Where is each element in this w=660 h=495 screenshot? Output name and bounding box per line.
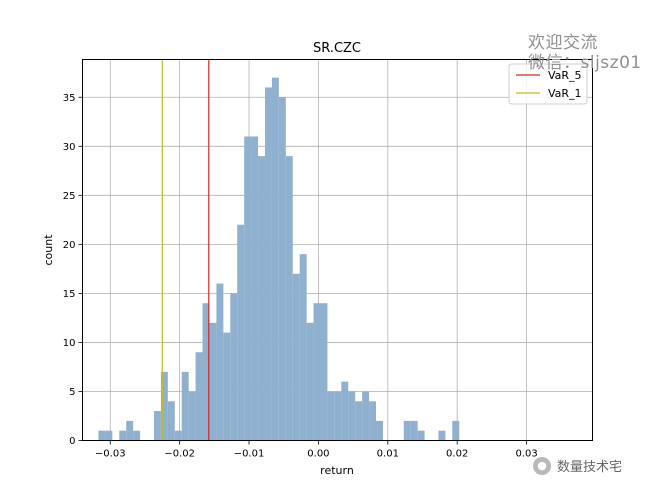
histogram-bar xyxy=(306,322,314,441)
histogram-bar xyxy=(334,391,342,441)
histogram-bar xyxy=(348,391,356,441)
histogram-bar xyxy=(355,401,363,441)
histogram-bar xyxy=(167,401,175,441)
histogram-bar xyxy=(244,136,252,441)
histogram-bar xyxy=(160,371,168,441)
histogram-bar xyxy=(376,420,383,441)
wechat-icon: ● xyxy=(533,456,551,475)
histogram-bar xyxy=(438,430,446,441)
histogram-bar xyxy=(119,430,127,441)
var-lines xyxy=(161,59,210,441)
histogram-bar xyxy=(202,303,210,441)
histogram-bar xyxy=(237,224,245,441)
y-axis-label: count xyxy=(42,234,55,266)
histogram-bar xyxy=(223,332,231,441)
x-tick-label: 0.01 xyxy=(377,449,399,460)
histogram-bar xyxy=(188,391,196,441)
watermark: 欢迎交流 微信：sljsz01 xyxy=(528,33,642,73)
y-axis-ticks: 0 5 10 15 20 25 30 35 xyxy=(63,93,83,447)
y-tick-label: 25 xyxy=(63,191,76,202)
histogram-bar xyxy=(299,254,307,441)
footer-brand: ● 数量技术宅 xyxy=(533,456,622,475)
histogram-bar xyxy=(410,420,418,441)
histogram-bar xyxy=(452,420,460,441)
watermark-line2: 微信：sljsz01 xyxy=(528,53,642,73)
legend-box xyxy=(508,63,588,105)
histogram-bar xyxy=(209,322,217,441)
x-tick-label: −0.02 xyxy=(164,449,195,460)
histogram-bar xyxy=(216,283,224,441)
chart-title: SR.CZC xyxy=(313,41,361,56)
legend: VaR_5 VaR_1 xyxy=(508,63,588,105)
histogram-bar xyxy=(251,136,259,441)
y-tick-label: 15 xyxy=(63,289,76,300)
histogram-bar xyxy=(264,87,272,441)
histogram-bar xyxy=(362,391,370,441)
y-tick-label: 10 xyxy=(63,338,76,349)
histogram-bar xyxy=(153,411,161,441)
x-tick-label: 0.02 xyxy=(446,449,468,460)
x-axis-label: return xyxy=(320,464,354,477)
histogram-bar xyxy=(105,430,113,441)
histogram-bar xyxy=(181,371,189,441)
histogram-bar xyxy=(230,293,238,441)
histogram-bar xyxy=(292,273,300,441)
histogram-bar xyxy=(271,77,279,441)
histogram-bar xyxy=(341,381,349,441)
histogram-bar xyxy=(313,303,321,441)
legend-label-var5: VaR_5 xyxy=(548,69,582,82)
plot-frame xyxy=(82,59,593,441)
legend-label-var1: VaR_1 xyxy=(548,87,582,100)
histogram-bar xyxy=(327,391,335,441)
histogram-bar xyxy=(369,401,377,441)
histogram-bars xyxy=(98,77,460,441)
y-tick-label: 20 xyxy=(63,240,76,251)
histogram-bar xyxy=(278,97,286,441)
histogram-bar xyxy=(417,430,425,441)
histogram-bar xyxy=(174,430,182,441)
histogram-bar xyxy=(98,430,106,441)
histogram-bar xyxy=(403,420,411,441)
x-axis-ticks: −0.03 −0.02 −0.01 0.00 0.01 0.02 0.03 xyxy=(95,440,538,460)
x-tick-label: 0.00 xyxy=(307,449,329,460)
x-tick-label: 0.03 xyxy=(515,449,537,460)
x-tick-label: −0.01 xyxy=(234,449,265,460)
y-tick-label: 0 xyxy=(69,436,75,447)
footer-text: 数量技术宅 xyxy=(557,460,623,475)
y-tick-label: 5 xyxy=(69,387,75,398)
histogram-bar xyxy=(258,156,265,441)
x-tick-label: −0.03 xyxy=(95,449,126,460)
y-tick-label: 30 xyxy=(63,142,76,153)
histogram-bar xyxy=(195,352,203,441)
histogram-bar xyxy=(320,303,328,441)
histogram-bar xyxy=(285,156,293,441)
histogram-bar xyxy=(133,430,141,441)
y-tick-label: 35 xyxy=(63,93,76,104)
grid-lines xyxy=(82,59,593,441)
histogram-bar xyxy=(126,420,134,441)
watermark-line1: 欢迎交流 xyxy=(528,33,598,53)
